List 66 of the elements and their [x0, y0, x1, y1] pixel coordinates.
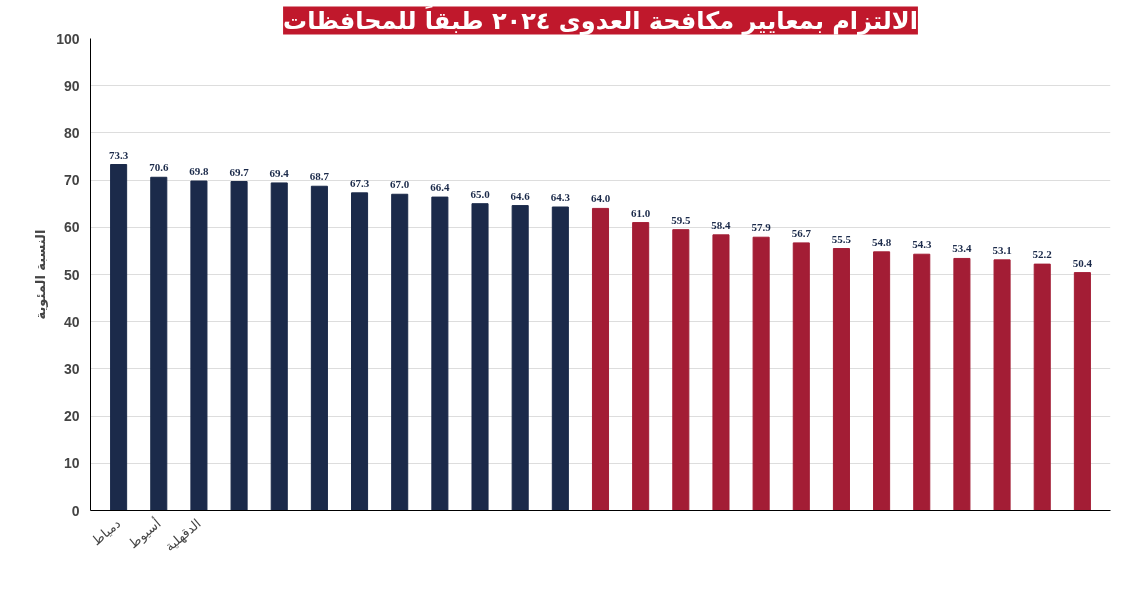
data-label: 73.3 — [108, 148, 129, 161]
data-label: 54.8 — [871, 235, 892, 248]
data-label: 67.3 — [349, 176, 370, 189]
y-tick-label: 0 — [71, 502, 80, 519]
bar — [150, 176, 168, 511]
bar — [551, 206, 569, 511]
data-label: 64.0 — [590, 192, 611, 205]
x-tick-label: دمياط — [88, 515, 124, 549]
bar — [632, 222, 650, 511]
bar — [110, 164, 128, 511]
data-label: 52.2 — [1032, 248, 1053, 261]
data-label: 61.0 — [631, 206, 651, 219]
bar — [712, 234, 730, 511]
bar — [270, 182, 288, 511]
data-label: 69.7 — [229, 165, 250, 178]
data-label: 64.3 — [550, 191, 571, 203]
data-label: 69.4 — [269, 166, 290, 179]
bar — [792, 242, 810, 511]
y-tick-label: 10 — [63, 455, 80, 472]
data-label: 67.0 — [390, 178, 410, 191]
data-label: 69.8 — [189, 165, 210, 178]
data-label: 54.3 — [912, 238, 932, 251]
bar — [752, 236, 770, 511]
data-label: 65.0 — [470, 187, 491, 200]
y-axis-title: النسبة المئوية — [33, 229, 49, 320]
data-label: 56.7 — [791, 226, 812, 239]
bar — [230, 181, 248, 511]
x-tick-label: الدقهلية — [162, 515, 205, 555]
bar — [993, 259, 1011, 511]
data-label: 68.7 — [309, 170, 330, 183]
bar — [913, 253, 931, 511]
bar — [391, 193, 409, 511]
data-label: 66.4 — [430, 181, 450, 194]
bar — [672, 229, 690, 511]
y-tick-label: 40 — [63, 313, 80, 330]
bar — [1033, 263, 1051, 511]
bar — [1073, 272, 1091, 511]
chart-title: الالتزام بمعايير مكافحة العدوى ٢٠٢٤ طبقاً للمحافظات — [283, 3, 918, 35]
data-label: 53.4 — [952, 242, 973, 255]
data-label: 57.9 — [751, 221, 772, 234]
bar — [873, 251, 891, 511]
data-label: 64.6 — [510, 189, 531, 202]
bar — [471, 203, 489, 511]
bar — [511, 205, 529, 511]
bar — [351, 192, 369, 511]
data-label: 50.4 — [1072, 256, 1093, 269]
data-label: 70.6 — [149, 161, 169, 174]
x-tick-label: أسيوط — [124, 514, 165, 552]
y-tick-label: 60 — [63, 219, 80, 236]
data-label: 59.5 — [671, 213, 691, 226]
y-tick-label: 20 — [63, 408, 80, 425]
bar — [190, 180, 208, 511]
y-tick-label: 90 — [63, 77, 80, 94]
bar — [431, 196, 449, 511]
y-tick-label: 80 — [63, 124, 80, 141]
y-tick-label: 100 — [56, 30, 80, 47]
bar — [310, 185, 328, 511]
y-tick-label: 70 — [63, 172, 80, 189]
y-tick-label: 50 — [63, 266, 80, 283]
data-label: 58.4 — [711, 218, 732, 231]
bar — [832, 248, 850, 511]
data-label: 55.5 — [831, 232, 852, 245]
data-label: 53.1 — [992, 243, 1012, 256]
bar — [591, 207, 610, 511]
y-tick-label: 30 — [63, 360, 80, 377]
bar — [953, 257, 971, 511]
